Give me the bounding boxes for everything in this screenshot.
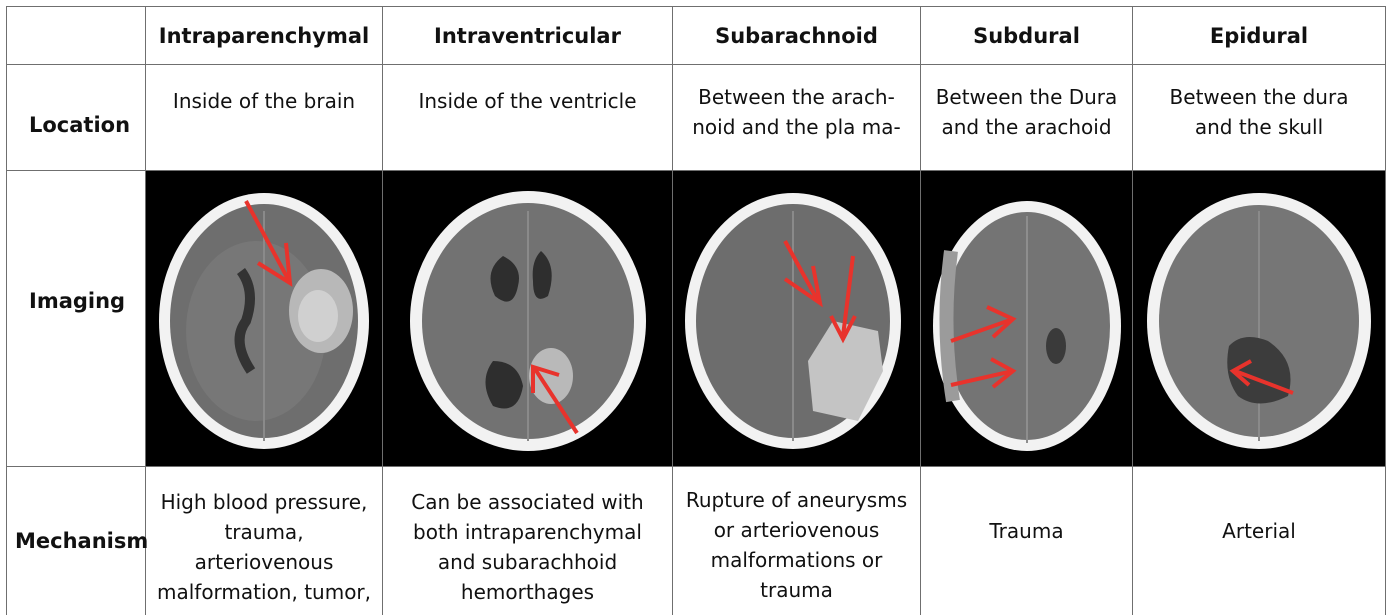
ct-scan-subdural (921, 171, 1132, 466)
location-cell-subdural: Between the Dura and the arachoid (935, 85, 1118, 139)
grid-line (6, 6, 7, 615)
ct-scan-subarachnoid (673, 171, 920, 466)
grid-line (920, 6, 921, 615)
ct-scan-image (1147, 193, 1371, 449)
row-label-location: Location (29, 112, 131, 137)
mechanism-cell-subarachnoid: Rupture of aneurysms or arteriovenous ma… (685, 488, 908, 602)
column-header-subarachnoid: Subarachnoid (715, 23, 878, 48)
grid-line (382, 6, 383, 615)
grid-line (6, 64, 1386, 65)
row-label-mechanism: Mechanism (15, 529, 149, 553)
location-cell-subarachnoid: Between the arach- noid and the pla ma- (692, 85, 901, 139)
location-cell-epidural: Between the dura and the skull (1169, 85, 1349, 139)
grid-line (6, 170, 1386, 171)
ct-scan-intraparenchymal (146, 171, 382, 466)
grid-line (672, 6, 673, 615)
ct-scan-intraventricular (383, 171, 672, 466)
column-header-epidural: Epidural (1209, 23, 1309, 48)
grid-line (6, 466, 1386, 467)
mechanism-cell-intraparenchymal: High blood pressure, trauma, arterioveno… (156, 490, 372, 604)
ct-scan-image (685, 193, 901, 449)
location-cell-intraventricular: Inside of the ventricle (418, 89, 637, 113)
grid-line (1385, 6, 1386, 615)
row-label-imaging: Imaging (29, 289, 126, 313)
ct-scan-image (159, 193, 369, 449)
column-header-subdural: Subdural (973, 23, 1080, 48)
grid-line (6, 6, 1386, 7)
mechanism-cell-subdural: Trauma (989, 519, 1064, 543)
ct-scan-image (933, 201, 1121, 451)
ct-scan-image (410, 191, 646, 451)
grid-line (1132, 6, 1133, 615)
ct-scan-epidural (1133, 171, 1385, 466)
grid-line (145, 6, 146, 615)
column-header-intraparenchymal: Intraparenchymal (158, 23, 370, 48)
mechanism-cell-epidural: Arterial (1222, 519, 1296, 543)
location-cell-intraparenchymal: Inside of the brain (172, 89, 356, 113)
column-header-intraventricular: Intraventricular (434, 23, 621, 48)
mechanism-cell-intraventricular: Can be associated with both intraparench… (411, 490, 644, 604)
